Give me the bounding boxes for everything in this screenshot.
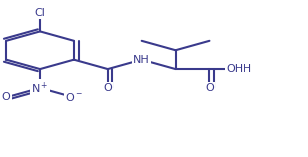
Text: O⁻: O⁻	[67, 92, 81, 102]
Text: N⁺: N⁺	[33, 83, 47, 93]
Text: O: O	[205, 83, 214, 93]
Text: O: O	[2, 92, 10, 102]
Text: N$^+$: N$^+$	[31, 80, 49, 96]
Text: O: O	[103, 83, 112, 93]
Text: NH: NH	[133, 55, 150, 65]
Text: Cl: Cl	[34, 8, 46, 18]
Text: O: O	[103, 83, 112, 93]
Text: O: O	[2, 92, 10, 102]
Text: NH: NH	[133, 55, 150, 65]
Text: OH: OH	[235, 64, 252, 74]
Text: OH: OH	[226, 64, 243, 74]
Text: O$^-$: O$^-$	[65, 91, 83, 103]
Text: Cl: Cl	[34, 8, 46, 18]
Text: O: O	[205, 83, 214, 93]
